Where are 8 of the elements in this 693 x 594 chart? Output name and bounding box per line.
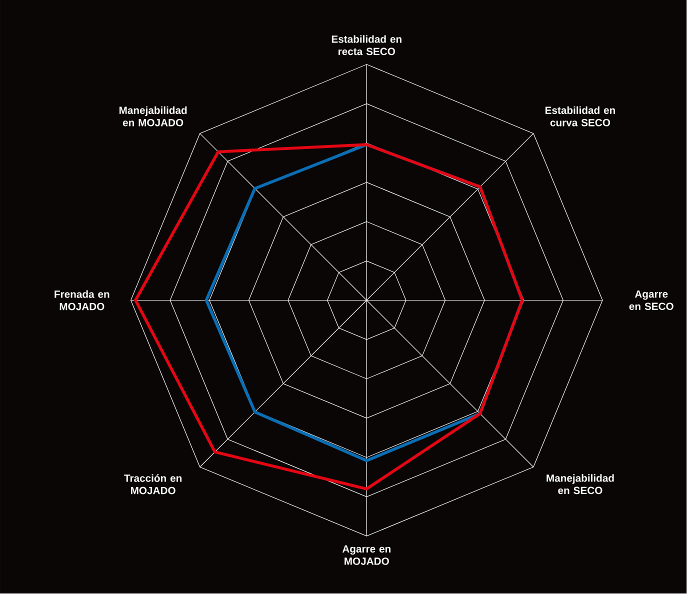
spoke-label: Estabilidad en curva SECO	[546, 106, 615, 127]
spoke-label: Tracción en MOJADO	[124, 474, 182, 494]
spoke-label: Frenada en MOJADO	[54, 290, 110, 310]
spoke-label: Manejabilidad en MOJADO	[119, 106, 187, 127]
spoke-label: Agarre en MOJADO	[342, 546, 390, 566]
spoke-label: Manejabilidad en SECO	[546, 474, 614, 494]
spoke-label: Agarre en SECO	[629, 290, 674, 310]
spoke-label: Estabilidad en recta SECO	[332, 35, 402, 56]
